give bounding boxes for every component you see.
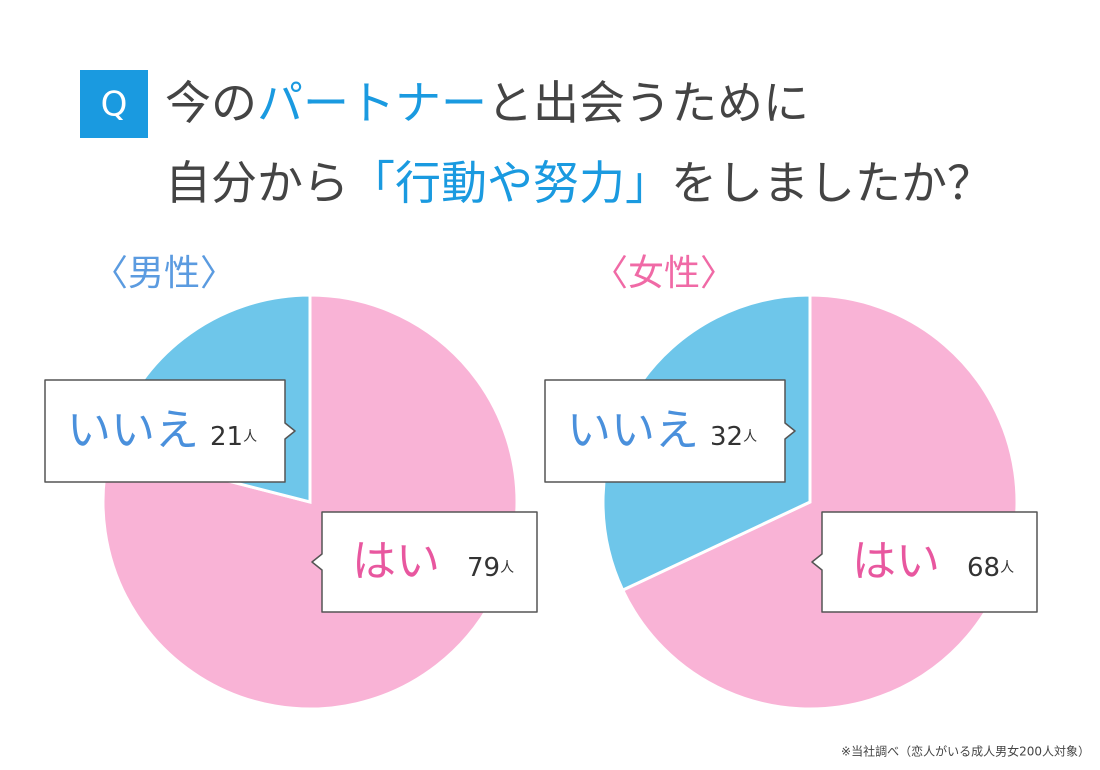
value-label: 68人 [967,553,1014,583]
category-label: いいえ [567,405,699,456]
callout-box [311,511,538,613]
value-unit: 人 [743,429,757,445]
value-label: 32人 [710,422,757,452]
value-number: 21 [210,422,243,452]
category-label: はい [352,536,440,587]
pie-title: 〈女性〉 [592,253,736,294]
callout-box [44,379,296,483]
question-line: 今のパートナーと出会うために [165,76,809,130]
question-segment: 自分から [165,156,349,210]
q-badge [80,70,148,138]
value-unit: 人 [243,429,257,445]
value-label: 79人 [467,553,514,583]
question-segment: パートナー [257,76,487,130]
question-segment: 今の [165,76,257,130]
question-segment: と出会うために [487,76,809,130]
question-segment: をしましたか？ [671,156,993,210]
value-label: 21人 [210,422,257,452]
question-line: 自分から「行動や努力」をしましたか？ [165,156,993,210]
question-segment: 「行動や努力」 [349,156,671,210]
category-label: はい [852,536,940,587]
pie-title: 〈男性〉 [92,253,236,294]
callout-box [544,379,796,483]
value-unit: 人 [1000,560,1014,576]
value-unit: 人 [500,560,514,576]
value-number: 68 [967,553,1000,583]
footnote: ※当社調べ（恋人がいる成人男女200人対象） [841,744,1090,759]
callout-box [811,511,1038,613]
value-number: 79 [467,553,500,583]
category-label: いいえ [67,405,199,456]
q-badge-text: Q [101,85,128,125]
value-number: 32 [710,422,743,452]
